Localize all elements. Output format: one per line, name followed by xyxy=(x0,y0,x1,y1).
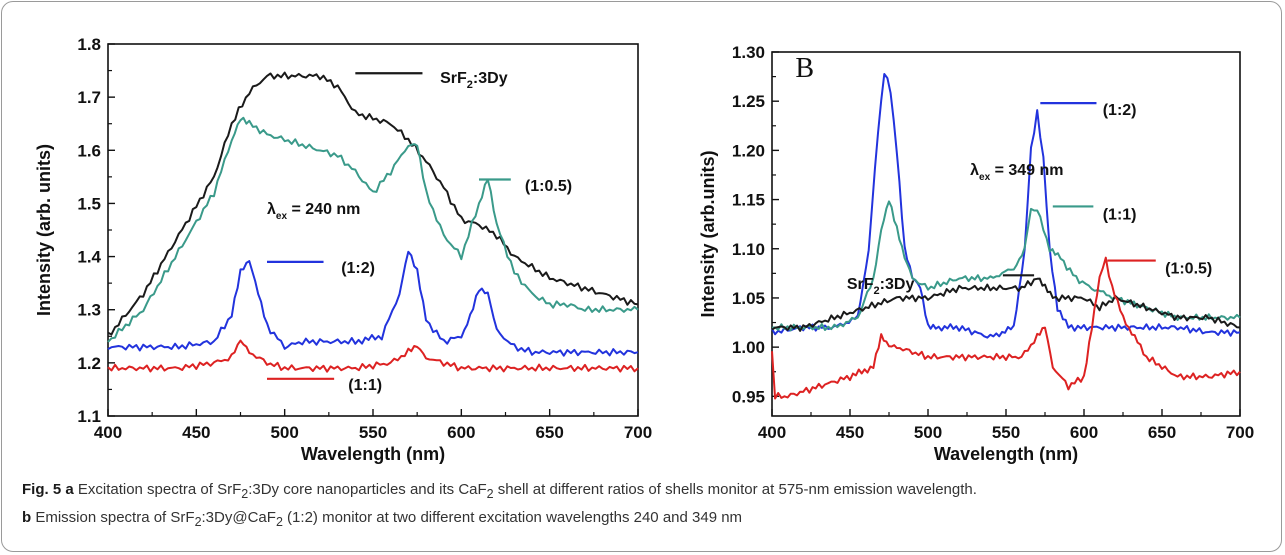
x-tick-label: 450 xyxy=(182,423,210,442)
figure-charts: 400 450 500 550 600 650 700 1.1 1.2 1.3 1.4 1.5 1.6 1… xyxy=(34,35,1254,464)
x-tick-label: 450 xyxy=(836,423,864,442)
series-label: (1:1) xyxy=(348,377,382,394)
x-tick-label: 650 xyxy=(535,423,563,442)
x-axis-label: Wavelength (nm) xyxy=(934,444,1078,464)
plot-frame xyxy=(107,43,639,417)
series-line-4 xyxy=(107,339,639,373)
series-line-2 xyxy=(107,116,639,343)
series-label: (1:2) xyxy=(341,260,375,277)
y-tick-label: 1.8 xyxy=(77,35,101,54)
series-line-1 xyxy=(771,73,1241,339)
y-tick-label: 1.25 xyxy=(732,92,765,111)
panel-label: B xyxy=(795,53,814,84)
series-label: (1:2) xyxy=(1103,102,1137,119)
excitation-annotation: λex = 349 nm xyxy=(970,162,1063,183)
x-tick-label: 700 xyxy=(1226,423,1254,442)
x-tick-label: 550 xyxy=(359,423,387,442)
y-tick-label: 1.05 xyxy=(732,289,765,308)
y-tick-label: 1.10 xyxy=(732,240,765,259)
y-tick-label: 1.2 xyxy=(77,354,101,373)
y-tick-label: 1.20 xyxy=(732,141,765,160)
series-label: SrF2:3Dy xyxy=(847,276,915,297)
x-tick-label: 600 xyxy=(447,423,475,442)
series-line-1 xyxy=(107,71,639,336)
y-tick-label: 1.5 xyxy=(77,194,101,213)
series-label: (1:0.5) xyxy=(525,178,572,195)
figure-caption: Fig. 5 a Excitation spectra of SrF2:3Dy … xyxy=(22,478,1262,534)
caption-line-a: Fig. 5 a Excitation spectra of SrF2:3Dy … xyxy=(22,481,977,501)
chart-panel-b: 400 450 500 550 600 650 700 0.95 1.00 1.05 1.10 1.1… xyxy=(698,43,1254,464)
x-tick-label: 400 xyxy=(758,423,786,442)
x-tick-label: 500 xyxy=(270,423,298,442)
series-label: (1:0.5) xyxy=(1165,260,1212,277)
plot-frame xyxy=(771,51,1241,417)
series-line-3 xyxy=(771,277,1241,332)
series-line-4 xyxy=(771,256,1241,400)
series-label: SrF2:3Dy xyxy=(440,70,508,91)
y-tick-label: 1.7 xyxy=(77,88,101,107)
y-tick-label: 1.1 xyxy=(77,407,101,426)
x-tick-label: 500 xyxy=(914,423,942,442)
x-tick-label: 700 xyxy=(624,423,652,442)
y-tick-label: 0.95 xyxy=(732,387,765,406)
x-tick-label: 550 xyxy=(992,423,1020,442)
y-tick-label: 1.6 xyxy=(77,141,101,160)
y-tick-label: 1.00 xyxy=(732,338,765,357)
series-line-3 xyxy=(107,250,639,357)
caption-line-b: b Emission spectra of SrF2:3Dy@CaF2 (1:2… xyxy=(22,509,743,529)
y-axis-label: Intensity (arb.units) xyxy=(698,150,718,317)
chart-panel-a: 400 450 500 550 600 650 700 1.1 1.2 1.3 1.4 1.5 1.6 1… xyxy=(34,35,652,464)
y-tick-label: 1.15 xyxy=(732,191,765,210)
y-tick-label: 1.4 xyxy=(77,248,101,267)
x-tick-label: 650 xyxy=(1148,423,1176,442)
excitation-annotation: λex = 240 nm xyxy=(267,201,360,222)
x-axis-label: Wavelength (nm) xyxy=(301,444,445,464)
x-tick-label: 600 xyxy=(1070,423,1098,442)
series-label: (1:1) xyxy=(1103,206,1137,223)
y-tick-label: 1.3 xyxy=(77,301,101,320)
y-tick-label: 1.30 xyxy=(732,43,765,62)
y-axis-label: Intensity (arb. units) xyxy=(34,144,54,316)
x-tick-label: 400 xyxy=(94,423,122,442)
